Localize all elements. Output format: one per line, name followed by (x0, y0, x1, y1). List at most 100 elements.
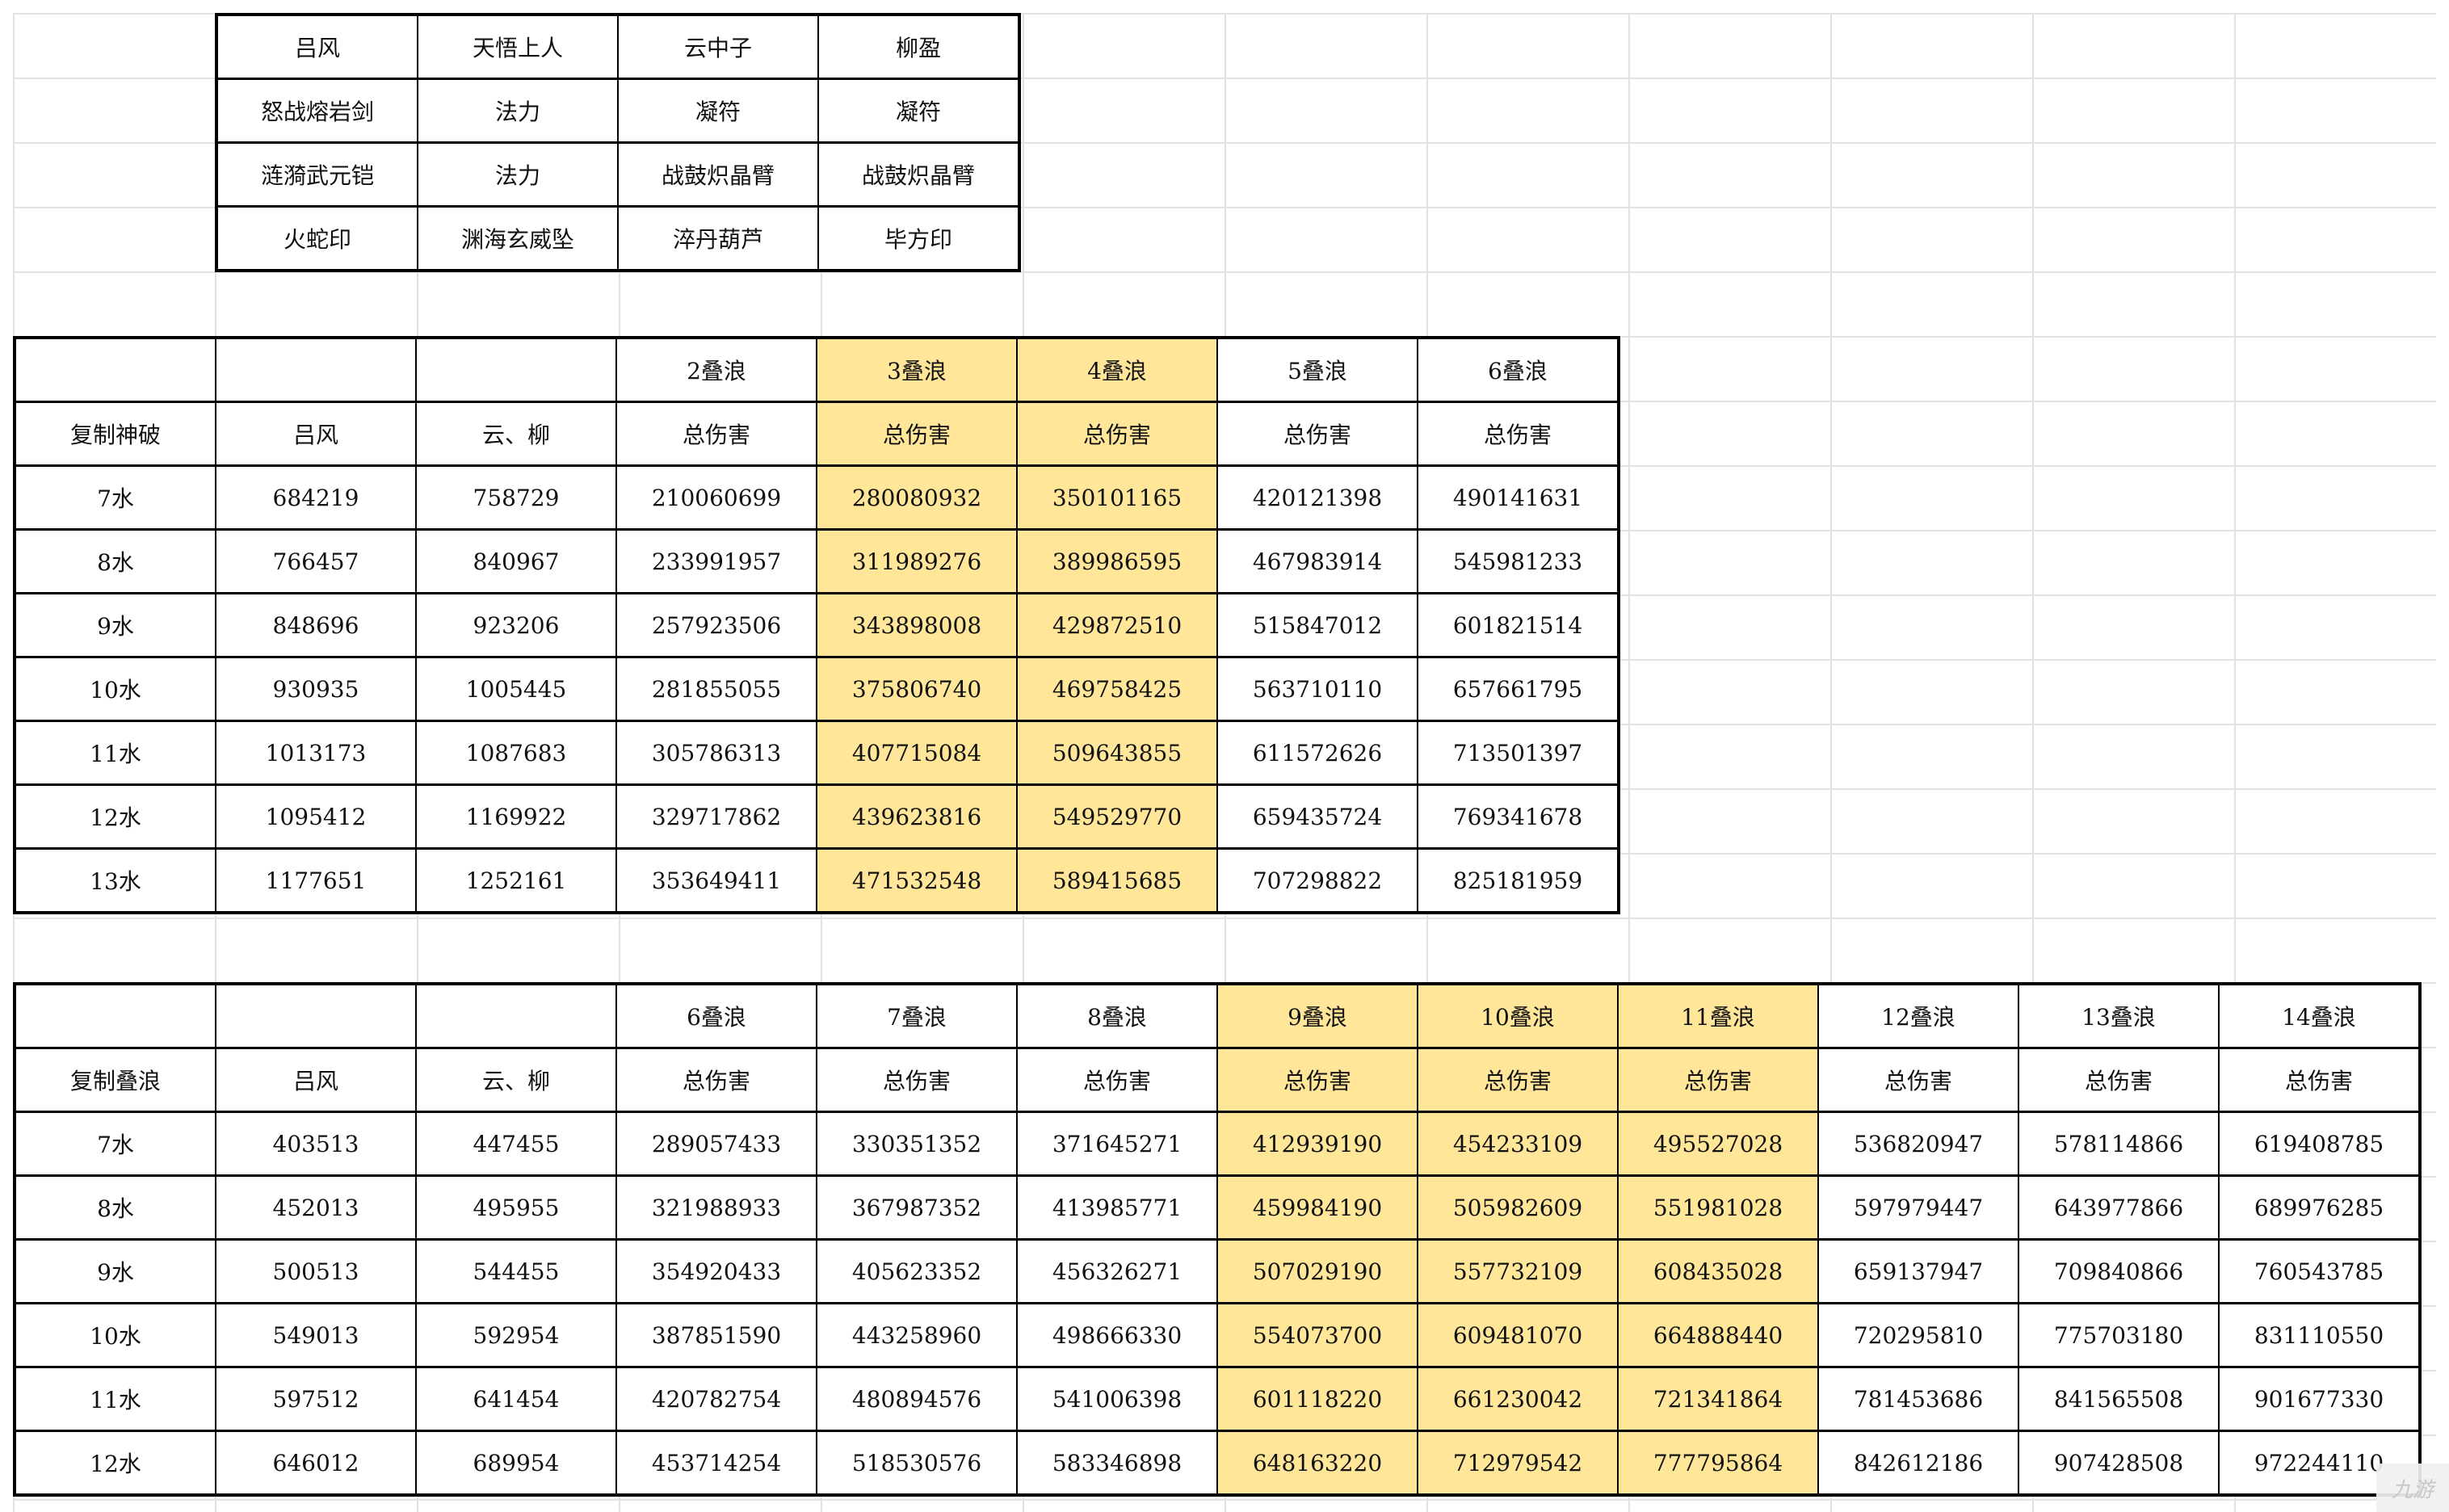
table-cell[interactable]: 8水 (14, 1174, 216, 1241)
table-cell[interactable]: 972244110 (2218, 1430, 2421, 1497)
table-cell[interactable]: 法力 (417, 78, 619, 144)
table-cell[interactable]: 545981233 (1417, 528, 1619, 594)
table-cell[interactable]: 9水 (14, 1238, 216, 1304)
table-cell[interactable]: 657661795 (1417, 656, 1619, 722)
table-cell[interactable]: 551981028 (1617, 1174, 1819, 1241)
table-cell[interactable]: 777795864 (1617, 1430, 1819, 1497)
table-cell[interactable]: 429872510 (1016, 592, 1218, 658)
table-cell[interactable]: 721341864 (1617, 1366, 1819, 1432)
table-cell[interactable]: 289057433 (615, 1111, 817, 1177)
table-cell[interactable]: 467983914 (1216, 528, 1418, 594)
table-cell[interactable]: 518530576 (816, 1430, 1018, 1497)
table-cell[interactable]: 350101165 (1016, 464, 1218, 531)
table-cell[interactable]: 509643855 (1016, 720, 1218, 786)
table-cell[interactable]: 凝符 (817, 78, 1020, 144)
table-cell[interactable]: 648163220 (1216, 1430, 1418, 1497)
table-cell[interactable]: 淬丹葫芦 (617, 205, 819, 272)
table-cell[interactable]: 总伤害 (2018, 1047, 2220, 1113)
table-cell[interactable]: 848696 (215, 592, 417, 658)
table-cell[interactable]: 371645271 (1016, 1111, 1218, 1177)
table-cell[interactable]: 329717862 (615, 783, 817, 850)
table-cell[interactable]: 413985771 (1016, 1174, 1218, 1241)
table-cell[interactable]: 469758425 (1016, 656, 1218, 722)
table-cell[interactable]: 天悟上人 (417, 13, 619, 80)
table-cell[interactable]: 387851590 (615, 1302, 817, 1368)
table-cell[interactable]: 720295810 (1817, 1302, 2019, 1368)
table-cell[interactable]: 597979447 (1817, 1174, 2019, 1241)
table-cell[interactable]: 1177651 (215, 847, 417, 914)
table-cell[interactable]: 321988933 (615, 1174, 817, 1241)
table-cell[interactable]: 战鼓炽晶臂 (617, 141, 819, 208)
table-cell[interactable]: 毕方印 (817, 205, 1020, 272)
table-cell[interactable]: 643977866 (2018, 1174, 2220, 1241)
table-cell[interactable]: 12水 (14, 1430, 216, 1497)
table-cell[interactable]: 407715084 (816, 720, 1018, 786)
table-cell[interactable]: 330351352 (816, 1111, 1018, 1177)
table-cell[interactable]: 6叠浪 (1417, 336, 1619, 403)
table-cell[interactable]: 总伤害 (1216, 401, 1418, 467)
table-cell[interactable]: 11叠浪 (1617, 982, 1819, 1049)
table-cell[interactable]: 总伤害 (2218, 1047, 2421, 1113)
table-cell[interactable]: 怒战熔岩剑 (216, 78, 418, 144)
table-cell[interactable] (215, 982, 417, 1049)
table-cell[interactable]: 684219 (215, 464, 417, 531)
table-cell[interactable]: 459984190 (1216, 1174, 1418, 1241)
table-cell[interactable]: 659435724 (1216, 783, 1418, 850)
table-cell[interactable]: 6叠浪 (615, 982, 817, 1049)
table-cell[interactable]: 480894576 (816, 1366, 1018, 1432)
table-cell[interactable]: 8水 (14, 528, 216, 594)
table-cell[interactable]: 257923506 (615, 592, 817, 658)
table-cell[interactable]: 689976285 (2218, 1174, 2421, 1241)
table-cell[interactable]: 505982609 (1417, 1174, 1619, 1241)
table-cell[interactable]: 柳盈 (817, 13, 1020, 80)
table-cell[interactable]: 280080932 (816, 464, 1018, 531)
table-cell[interactable]: 11水 (14, 1366, 216, 1432)
table-cell[interactable]: 420121398 (1216, 464, 1418, 531)
table-cell[interactable]: 500513 (215, 1238, 417, 1304)
table-cell[interactable]: 758729 (415, 464, 617, 531)
table-cell[interactable]: 689954 (415, 1430, 617, 1497)
table-cell[interactable]: 549013 (215, 1302, 417, 1368)
table-cell[interactable]: 549529770 (1016, 783, 1218, 850)
table-cell[interactable]: 439623816 (816, 783, 1018, 850)
table-cell[interactable]: 法力 (417, 141, 619, 208)
table-cell[interactable]: 2叠浪 (615, 336, 817, 403)
table-cell[interactable]: 930935 (215, 656, 417, 722)
table-cell[interactable]: 渊海玄威坠 (417, 205, 619, 272)
table-cell[interactable]: 7水 (14, 464, 216, 531)
table-cell[interactable]: 490141631 (1417, 464, 1619, 531)
table-cell[interactable]: 781453686 (1817, 1366, 2019, 1432)
table-cell[interactable]: 凝符 (617, 78, 819, 144)
table-cell[interactable]: 13叠浪 (2018, 982, 2220, 1049)
table-cell[interactable] (415, 336, 617, 403)
table-cell[interactable]: 769341678 (1417, 783, 1619, 850)
table-cell[interactable]: 766457 (215, 528, 417, 594)
table-cell[interactable]: 1169922 (415, 783, 617, 850)
table-cell[interactable]: 659137947 (1817, 1238, 2019, 1304)
table-cell[interactable]: 592954 (415, 1302, 617, 1368)
table-cell[interactable]: 云中子 (617, 13, 819, 80)
table-cell[interactable]: 吕风 (216, 13, 418, 80)
table-cell[interactable]: 7水 (14, 1111, 216, 1177)
table-cell[interactable]: 375806740 (816, 656, 1018, 722)
table-cell[interactable]: 3叠浪 (816, 336, 1018, 403)
table-cell[interactable]: 557732109 (1417, 1238, 1619, 1304)
table-cell[interactable]: 420782754 (615, 1366, 817, 1432)
table-cell[interactable]: 507029190 (1216, 1238, 1418, 1304)
table-cell[interactable]: 总伤害 (1617, 1047, 1819, 1113)
table-cell[interactable]: 281855055 (615, 656, 817, 722)
table-cell[interactable]: 775703180 (2018, 1302, 2220, 1368)
table-cell[interactable]: 563710110 (1216, 656, 1418, 722)
table-cell[interactable] (14, 336, 216, 403)
table-cell[interactable]: 447455 (415, 1111, 617, 1177)
table-cell[interactable]: 13水 (14, 847, 216, 914)
table-cell[interactable]: 12水 (14, 783, 216, 850)
table-cell[interactable]: 210060699 (615, 464, 817, 531)
table-cell[interactable]: 云、柳 (415, 1047, 617, 1113)
table-cell[interactable]: 14叠浪 (2218, 982, 2421, 1049)
table-cell[interactable]: 9水 (14, 592, 216, 658)
table-cell[interactable]: 841565508 (2018, 1366, 2220, 1432)
table-cell[interactable]: 11水 (14, 720, 216, 786)
table-cell[interactable] (14, 982, 216, 1049)
table-cell[interactable]: 10水 (14, 656, 216, 722)
